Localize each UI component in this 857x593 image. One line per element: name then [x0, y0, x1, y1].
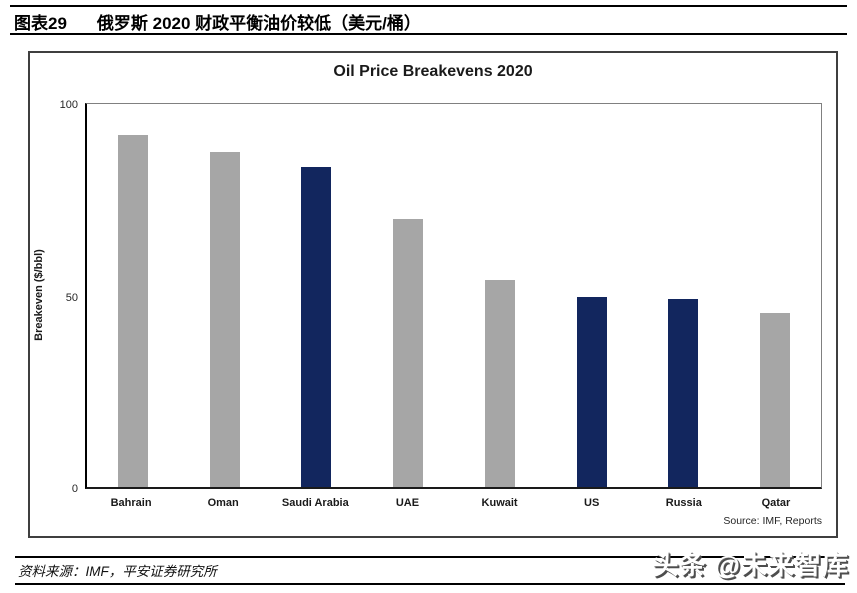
chart-title: Oil Price Breakevens 2020	[333, 63, 533, 80]
footer-top-line	[15, 556, 845, 558]
bars-container	[87, 104, 821, 487]
watermark-text: 头条 @未来智库	[652, 550, 849, 580]
figure-title: 俄罗斯 2020 财政平衡油价较低（美元/桶）	[96, 14, 421, 33]
figure-header: 图表29 俄罗斯 2020 财政平衡油价较低（美元/桶）	[14, 9, 421, 34]
plot-area	[85, 103, 822, 489]
bar-saudi-arabia	[301, 167, 332, 487]
bar-us	[576, 297, 607, 487]
top-divider-line	[10, 5, 847, 7]
y-tick-100: 100	[59, 99, 78, 111]
chart-frame: Oil Price Breakevens 2020 100 50 0 Break…	[28, 51, 838, 538]
x-label-kuwait: Kuwait	[481, 497, 518, 509]
x-label-oman: Oman	[207, 497, 239, 509]
chart-source-note: Source: IMF, Reports	[723, 515, 822, 527]
x-label-saudi-arabia: Saudi Arabia	[281, 497, 349, 509]
bar-qatar	[760, 312, 791, 487]
bar-slot-uae	[362, 104, 454, 487]
y-tick-50: 50	[65, 292, 78, 304]
bar-uae	[393, 218, 424, 487]
bar-slot-saudi-arabia	[271, 104, 363, 487]
figure-tag: 图表29	[14, 14, 67, 33]
header-divider-line	[10, 33, 847, 35]
bar-slot-qatar	[729, 104, 821, 487]
bar-bahrain	[117, 134, 148, 487]
bar-russia	[668, 299, 699, 487]
bar-slot-russia	[638, 104, 730, 487]
x-label-qatar: Qatar	[761, 497, 791, 509]
bar-slot-bahrain	[87, 104, 179, 487]
footer-bottom-line	[15, 583, 845, 585]
bar-kuwait	[484, 280, 515, 487]
bar-slot-us	[546, 104, 638, 487]
x-label-us: US	[584, 497, 600, 509]
footer-source-note: 资料来源：IMF，平安证券研究所	[18, 564, 217, 579]
bar-oman	[209, 151, 240, 487]
y-axis-title: Breakeven ($/bbl)	[33, 249, 45, 341]
y-tick-0: 0	[71, 483, 78, 495]
bar-slot-kuwait	[454, 104, 546, 487]
x-axis-labels: Bahrain Oman Saudi Arabia UAE Kuwait US Russia…	[85, 497, 822, 509]
x-label-russia: Russia	[665, 497, 702, 509]
x-label-bahrain: Bahrain	[110, 497, 152, 509]
x-label-uae: UAE	[395, 497, 420, 509]
bar-slot-oman	[179, 104, 271, 487]
